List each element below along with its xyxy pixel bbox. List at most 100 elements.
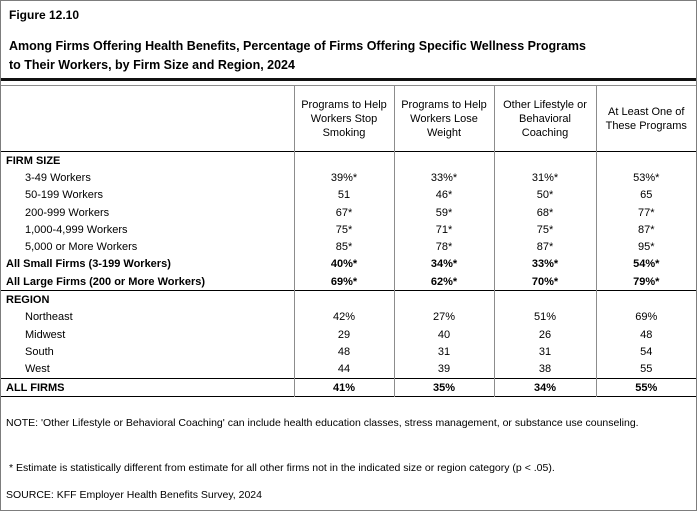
table-row: ALL FIRMS 41% 35% 34% 55% — [1, 377, 696, 397]
cell-value: 78* — [393, 238, 494, 256]
cell-value: 33%* — [393, 169, 494, 187]
cell-value: 62%* — [393, 273, 494, 291]
figure-title-line1: Among Firms Offering Health Benefits, Pe… — [9, 39, 586, 53]
row-label: South — [25, 345, 54, 358]
figure-title: Among Firms Offering Health Benefits, Pe… — [9, 37, 687, 75]
row-label: All Small Firms (3-199 Workers) — [6, 258, 171, 271]
cell-value — [493, 290, 596, 309]
cell-value: 48 — [293, 343, 394, 361]
cell-value: 67* — [293, 203, 394, 222]
table-row: 5,000 or More Workers 85* 78* 87* 95* — [1, 238, 696, 256]
significance-note-text: * Estimate is statistically different fr… — [9, 462, 555, 475]
table-row: 3-49 Workers 39%* 33%* 31%* 53%* — [1, 169, 696, 187]
cell-value: 34%* — [393, 255, 494, 274]
cell-value: 38 — [493, 360, 596, 379]
row-label: 200-999 Workers — [25, 206, 110, 219]
cell-value: 87* — [493, 238, 596, 256]
row-label: 5,000 or More Workers — [25, 241, 138, 254]
cell-value: 34% — [493, 377, 596, 397]
cell-value: 95* — [595, 238, 696, 256]
cell-value: 51 — [293, 186, 394, 204]
table-row: South 48 31 31 54 — [1, 343, 696, 361]
cell-value: 59* — [393, 203, 494, 222]
notes-block: NOTE: 'Other Lifestyle or Behavioral Coa… — [1, 417, 696, 501]
row-label: ALL FIRMS — [1, 377, 294, 397]
cell-value: 54%* — [595, 255, 696, 274]
cell-value: 27% — [393, 308, 494, 326]
cell-value: 54 — [595, 343, 696, 361]
cell-value: 46* — [393, 186, 494, 204]
cell-value — [393, 290, 494, 309]
source-text: SOURCE: KFF Employer Health Benefits Sur… — [6, 489, 262, 502]
cell-value: 33%* — [493, 255, 596, 274]
cell-value: 35% — [393, 377, 494, 397]
table-row: West 44 39 38 55 — [1, 360, 696, 379]
cell-value: 31%* — [493, 169, 596, 187]
row-label: Northeast — [25, 311, 73, 324]
table-row: 50-199 Workers 51 46* 50* 65 — [1, 186, 696, 204]
table-header: Programs to Help Workers Stop Smoking Pr… — [1, 85, 696, 152]
cell-value: 40 — [393, 325, 494, 344]
row-label: West — [25, 363, 50, 376]
cell-value — [293, 290, 394, 309]
cell-value: 39 — [393, 360, 494, 379]
cell-value: 65 — [595, 186, 696, 204]
cell-value: 71* — [393, 221, 494, 239]
cell-value — [293, 151, 394, 170]
cell-value: 41% — [293, 377, 394, 397]
cell-value: 75* — [293, 221, 394, 239]
header-cell-stop-smoking: Programs to Help Workers Stop Smoking — [293, 85, 394, 152]
note-text: NOTE: 'Other Lifestyle or Behavioral Coa… — [6, 417, 639, 430]
header-cell-empty — [1, 86, 294, 152]
cell-value: 50* — [493, 186, 596, 204]
figure-title-line2: to Their Workers, by Firm Size and Regio… — [9, 58, 295, 72]
cell-value: 48 — [595, 325, 696, 344]
cell-value: 31 — [493, 343, 596, 361]
row-label: 3-49 Workers — [25, 171, 91, 184]
table-row: All Large Firms (200 or More Workers) 69%… — [1, 273, 696, 291]
table-row: 200-999 Workers 67* 59* 68* 77* — [1, 203, 696, 222]
cell-value: 69% — [595, 308, 696, 326]
cell-value — [595, 290, 696, 309]
header-cell-lose-weight: Programs to Help Workers Lose Weight — [393, 85, 494, 152]
table-row: FIRM SIZE — [1, 151, 696, 170]
cell-value: 79%* — [595, 273, 696, 291]
row-label: 1,000-4,999 Workers — [25, 223, 128, 236]
cell-value: 44 — [293, 360, 394, 379]
cell-value — [595, 151, 696, 170]
cell-value: 55% — [595, 377, 696, 397]
header-cell-at-least-one: At Least One of These Programs — [595, 85, 696, 152]
table-row: 1,000-4,999 Workers 75* 71* 75* 87* — [1, 221, 696, 239]
cell-value: 31 — [393, 343, 494, 361]
wellness-programs-table: Programs to Help Workers Stop Smoking Pr… — [1, 85, 696, 398]
cell-value — [393, 151, 494, 170]
cell-value: 87* — [595, 221, 696, 239]
cell-value: 42% — [293, 308, 394, 326]
cell-value: 39%* — [293, 169, 394, 187]
cell-value: 70%* — [493, 273, 596, 291]
row-label: REGION — [1, 290, 294, 309]
row-label: 50-199 Workers — [25, 189, 104, 202]
table-body: FIRM SIZE 3-49 Workers 39%* 33%* 31%* 53%* 50-… — [1, 151, 696, 397]
cell-value: 55 — [595, 360, 696, 379]
cell-value: 40%* — [293, 255, 394, 274]
figure-number: Figure 12.10 — [9, 8, 80, 22]
cell-value: 77* — [595, 203, 696, 222]
header-cell-behavioral-coaching: Other Lifestyle or Behavioral Coaching — [493, 85, 596, 152]
cell-value: 26 — [493, 325, 596, 344]
row-label: FIRM SIZE — [1, 151, 294, 170]
table-row: REGION — [1, 290, 696, 309]
cell-value: 29 — [293, 325, 394, 344]
cell-value: 53%* — [595, 169, 696, 187]
cell-value: 68* — [493, 203, 596, 222]
cell-value: 75* — [493, 221, 596, 239]
cell-value: 85* — [293, 238, 394, 256]
table-row: Northeast 42% 27% 51% 69% — [1, 308, 696, 326]
row-label: Midwest — [25, 328, 66, 341]
figure-title-block: Figure 12.10 Among Firms Offering Health… — [1, 1, 696, 81]
cell-value: 69%* — [293, 273, 394, 291]
cell-value: 51% — [493, 308, 596, 326]
table-row: All Small Firms (3-199 Workers) 40%* 34%* 3… — [1, 255, 696, 274]
table-row: Midwest 29 40 26 48 — [1, 325, 696, 344]
